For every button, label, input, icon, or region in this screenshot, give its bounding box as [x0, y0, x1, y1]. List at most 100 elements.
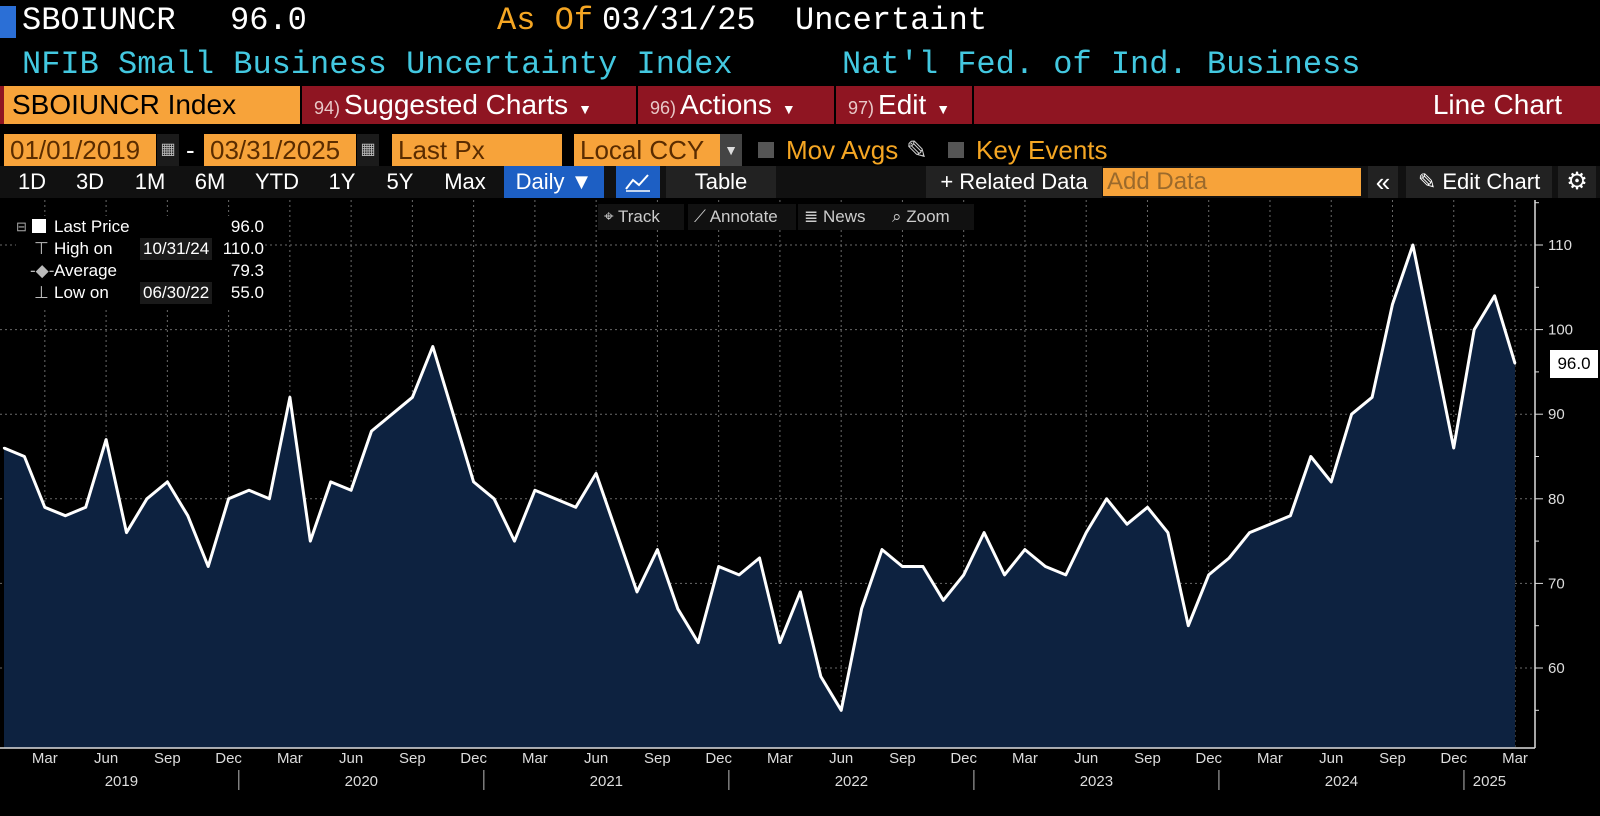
data-point [349, 489, 353, 492]
x-tick-label: Sep [1134, 750, 1161, 767]
security-field[interactable]: SBOIUNCR Index [4, 86, 300, 124]
data-point [615, 531, 618, 534]
end-date-input[interactable]: 03/31/2025 [204, 134, 356, 166]
range-ytd[interactable]: YTD [244, 166, 310, 198]
legend-low-label: Low on [54, 282, 109, 304]
table-button[interactable]: Table [666, 166, 776, 198]
collapse-icon[interactable]: ⊟ [16, 219, 27, 234]
currency-select[interactable]: Local CCY [574, 134, 720, 166]
pencil-icon[interactable]: ✎ [906, 135, 928, 165]
x-tick-label: Mar [1502, 750, 1528, 767]
chevron-down-icon[interactable]: ▼ [720, 134, 742, 166]
collapse-icon[interactable]: « [1368, 166, 1398, 198]
data-point [1044, 565, 1047, 568]
legend-low-value: 55.0 [230, 283, 264, 302]
mov-avgs-checkbox[interactable] [758, 142, 774, 158]
annotate-label: Annotate [709, 207, 778, 226]
data-point [594, 472, 598, 475]
data-point [839, 709, 843, 712]
series-points [2, 243, 1517, 712]
data-point [860, 607, 863, 610]
x-tick-label: Mar [522, 750, 548, 767]
index-name: NFIB Small Business Uncertainty Index [22, 46, 733, 83]
data-point [1289, 514, 1292, 517]
data-point [1411, 243, 1415, 247]
x-tick-label: Mar [277, 750, 303, 767]
data-point [390, 413, 394, 416]
data-point [84, 506, 87, 509]
data-point [635, 590, 639, 594]
price-field-select[interactable]: Last Px [392, 134, 562, 166]
x-tick-label: Mar [1257, 750, 1283, 767]
menu-label: Actions [680, 89, 772, 120]
range-3d[interactable]: 3D [62, 166, 118, 198]
y-tick-label: 60 [1548, 660, 1565, 677]
related-data-button[interactable]: + Related Data [926, 166, 1102, 198]
range-toolbar: 1D 3D 1M 6M YTD 1Y 5Y Max Daily ▼ Table … [0, 166, 1600, 198]
track-button[interactable]: ⌖ Track [598, 204, 684, 230]
data-point [2, 446, 6, 450]
range-5y[interactable]: 5Y [372, 166, 428, 198]
date-range-bar: 01/01/2019 ▦ - 03/31/2025 ▦ Last Px Loca… [0, 134, 1600, 168]
data-point [1125, 522, 1129, 526]
menu-number: 96) [650, 98, 677, 118]
start-date-input[interactable]: 01/01/2019 [4, 134, 156, 166]
key-events-checkbox[interactable] [948, 142, 964, 158]
zoom-button[interactable]: ⌕ Zoom [886, 204, 974, 230]
average-marker-icon: -◆- [30, 261, 55, 280]
legend-high-date: 10/31/24 [140, 238, 213, 260]
actions-menu[interactable]: 96) Actions ▼ [636, 86, 834, 124]
edit-chart-button[interactable]: ✎ Edit Chart [1406, 166, 1552, 198]
calendar-icon[interactable]: ▦ [157, 134, 179, 166]
data-point [227, 497, 230, 500]
data-point [758, 556, 761, 560]
suggested-charts-menu[interactable]: 94) Suggested Charts ▼ [300, 86, 636, 124]
data-point [1207, 573, 1210, 577]
add-data-input[interactable]: Add Data [1103, 168, 1361, 196]
chart-type-label[interactable]: Line Chart [1432, 89, 1562, 120]
x-tick-label: Sep [644, 750, 671, 767]
security-description: NFIB Small Business Uncertainty Index Na… [0, 44, 1600, 84]
x-tick-label: Dec [1195, 750, 1222, 767]
menu-label: Edit [878, 89, 927, 120]
data-point [1513, 362, 1517, 365]
x-tick-label: Jun [94, 750, 118, 767]
edit-menu[interactable]: 97) Edit ▼ [834, 86, 972, 124]
period-select[interactable]: Daily ▼ [504, 166, 604, 198]
data-point [472, 480, 475, 484]
mov-avgs-label[interactable]: Mov Avgs [786, 135, 899, 165]
range-1d[interactable]: 1D [4, 166, 60, 198]
line-chart-icon[interactable] [616, 166, 660, 198]
x-tick-label: Dec [950, 750, 977, 767]
range-1y[interactable]: 1Y [314, 166, 370, 198]
chevron-down-icon: ▼ [936, 101, 951, 117]
data-point [64, 514, 67, 517]
x-tick-label: Mar [767, 750, 793, 767]
key-events-label[interactable]: Key Events [976, 135, 1108, 165]
data-point [23, 455, 26, 458]
year-label: 2023 [1080, 773, 1113, 790]
data-point [104, 438, 108, 441]
legend-last: ⊟ Last Price 96.0 [16, 216, 264, 238]
annotate-button[interactable]: ⟋ Annotate [688, 204, 796, 230]
x-tick-label: Dec [215, 750, 242, 767]
gear-icon[interactable]: ⚙ [1558, 166, 1596, 198]
legend-low: ⊥ Low on 06/30/22 55.0 [16, 282, 264, 304]
range-6m[interactable]: 6M [182, 166, 238, 198]
range-max[interactable]: Max [432, 166, 498, 198]
x-tick-label: Sep [154, 750, 181, 767]
data-point [247, 489, 251, 492]
data-point [1493, 294, 1496, 297]
menu-number: 97) [848, 98, 875, 118]
range-1m[interactable]: 1M [122, 166, 178, 198]
last-value: 96.0 [230, 2, 307, 39]
pencil-icon: ✎ [1417, 169, 1443, 194]
year-label: 2025 [1473, 773, 1506, 790]
data-point [145, 497, 149, 500]
data-point [411, 396, 414, 399]
news-button[interactable]: ≣ News [798, 204, 886, 230]
calendar-icon[interactable]: ▦ [357, 134, 379, 166]
as-of-date: 03/31/25 [602, 2, 756, 39]
data-point [1472, 328, 1476, 331]
